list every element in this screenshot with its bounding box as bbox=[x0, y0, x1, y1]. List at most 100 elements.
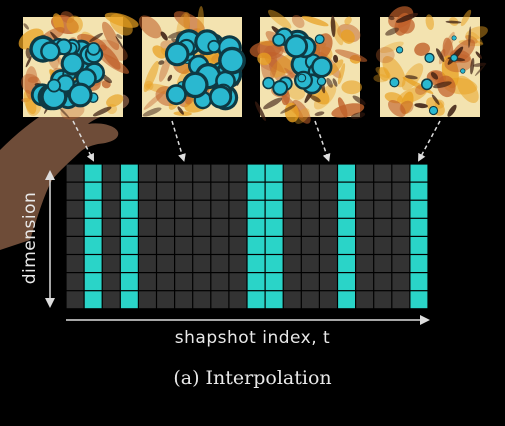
matrix-cell bbox=[175, 255, 193, 272]
matrix-cell bbox=[66, 291, 84, 309]
matrix-cell bbox=[283, 182, 301, 200]
matrix-cell bbox=[193, 237, 211, 254]
y-axis-label: dimension bbox=[20, 191, 40, 285]
matrix-cell bbox=[374, 255, 392, 272]
matrix-cell bbox=[175, 200, 193, 218]
matrix-cell bbox=[139, 200, 156, 218]
matrix-cell bbox=[301, 273, 319, 291]
matrix-cell bbox=[157, 182, 174, 200]
matrix-cell bbox=[193, 273, 211, 291]
matrix-cell-highlighted bbox=[338, 200, 355, 218]
matrix-cell bbox=[139, 291, 156, 309]
matrix-cell bbox=[229, 273, 247, 291]
matrix-cell bbox=[356, 200, 374, 218]
matrix-cell bbox=[66, 255, 84, 272]
matrix-cell bbox=[66, 164, 84, 182]
matrix-cell bbox=[157, 237, 174, 254]
snapshot-arrow-1 bbox=[72, 120, 95, 162]
matrix-cell-highlighted bbox=[265, 291, 283, 309]
matrix-cell bbox=[301, 218, 319, 236]
matrix-cell-highlighted bbox=[265, 200, 283, 218]
matrix-cell-highlighted bbox=[338, 182, 355, 200]
matrix-cell bbox=[211, 291, 229, 309]
matrix-cell bbox=[102, 237, 120, 254]
matrix-cell bbox=[102, 218, 120, 236]
matrix-cell-highlighted bbox=[338, 255, 355, 272]
matrix-cell bbox=[102, 255, 120, 272]
snapshot-arrow-2 bbox=[171, 120, 186, 162]
matrix-cell bbox=[229, 291, 247, 309]
matrix-cell bbox=[320, 273, 337, 291]
matrix-cell bbox=[66, 218, 84, 236]
snapshot-matrix bbox=[66, 164, 428, 309]
matrix-cell bbox=[66, 273, 84, 291]
matrix-cell-highlighted bbox=[338, 164, 355, 182]
matrix-cell bbox=[356, 237, 374, 254]
snapshot-arrows bbox=[72, 120, 441, 162]
matrix-cell bbox=[175, 218, 193, 236]
matrix-cell bbox=[320, 200, 337, 218]
matrix-cell bbox=[320, 237, 337, 254]
matrix-cell bbox=[193, 218, 211, 236]
matrix-cell-highlighted bbox=[265, 164, 283, 182]
matrix-cell bbox=[66, 200, 84, 218]
matrix-cell bbox=[301, 164, 319, 182]
matrix-cell bbox=[356, 218, 374, 236]
matrix-cell bbox=[320, 218, 337, 236]
matrix-cell bbox=[211, 255, 229, 272]
matrix-cell-highlighted bbox=[120, 237, 138, 254]
matrix-cell bbox=[320, 291, 337, 309]
matrix-cell-highlighted bbox=[84, 291, 102, 309]
matrix-cell-highlighted bbox=[247, 182, 265, 200]
matrix-cell bbox=[193, 164, 211, 182]
matrix-cell bbox=[320, 255, 337, 272]
matrix-cell-highlighted bbox=[120, 164, 138, 182]
matrix-cell bbox=[356, 291, 374, 309]
matrix-cell bbox=[283, 273, 301, 291]
matrix-cell bbox=[175, 164, 193, 182]
matrix-cell bbox=[211, 273, 229, 291]
matrix-cell bbox=[102, 200, 120, 218]
snapshot-images bbox=[18, 6, 488, 124]
matrix-cell-highlighted bbox=[84, 273, 102, 291]
matrix-cell bbox=[157, 218, 174, 236]
snapshot-arrow-3 bbox=[314, 120, 331, 162]
matrix-cell bbox=[392, 291, 410, 309]
matrix-cell bbox=[301, 182, 319, 200]
matrix-cell bbox=[392, 182, 410, 200]
matrix-cell-highlighted bbox=[247, 218, 265, 236]
matrix-cell bbox=[193, 182, 211, 200]
matrix-cell bbox=[320, 182, 337, 200]
matrix-cell-highlighted bbox=[84, 218, 102, 236]
matrix-cell-highlighted bbox=[265, 237, 283, 254]
matrix-cell bbox=[374, 218, 392, 236]
matrix-cell bbox=[229, 200, 247, 218]
matrix-cell bbox=[374, 200, 392, 218]
matrix-cell bbox=[283, 218, 301, 236]
matrix-cell bbox=[283, 200, 301, 218]
matrix-cell bbox=[392, 164, 410, 182]
matrix-cell bbox=[193, 291, 211, 309]
matrix-cell-highlighted bbox=[247, 200, 265, 218]
matrix-cell bbox=[392, 200, 410, 218]
matrix-cell-highlighted bbox=[410, 218, 428, 236]
matrix-cell bbox=[356, 273, 374, 291]
matrix-cell bbox=[374, 273, 392, 291]
matrix-cell bbox=[374, 182, 392, 200]
matrix-cell bbox=[229, 237, 247, 254]
matrix-cell bbox=[392, 218, 410, 236]
matrix-cell bbox=[301, 255, 319, 272]
snapshot-arrow-4 bbox=[418, 120, 441, 162]
matrix-cell-highlighted bbox=[410, 291, 428, 309]
snapshot-image-4 bbox=[373, 6, 488, 117]
matrix-cell bbox=[229, 255, 247, 272]
matrix-cell-highlighted bbox=[120, 255, 138, 272]
matrix-cell bbox=[102, 164, 120, 182]
matrix-cell-highlighted bbox=[120, 291, 138, 309]
matrix-cell-highlighted bbox=[247, 164, 265, 182]
matrix-cell-highlighted bbox=[120, 200, 138, 218]
matrix-cell bbox=[283, 255, 301, 272]
matrix-cell bbox=[229, 164, 247, 182]
matrix-cell bbox=[66, 182, 84, 200]
